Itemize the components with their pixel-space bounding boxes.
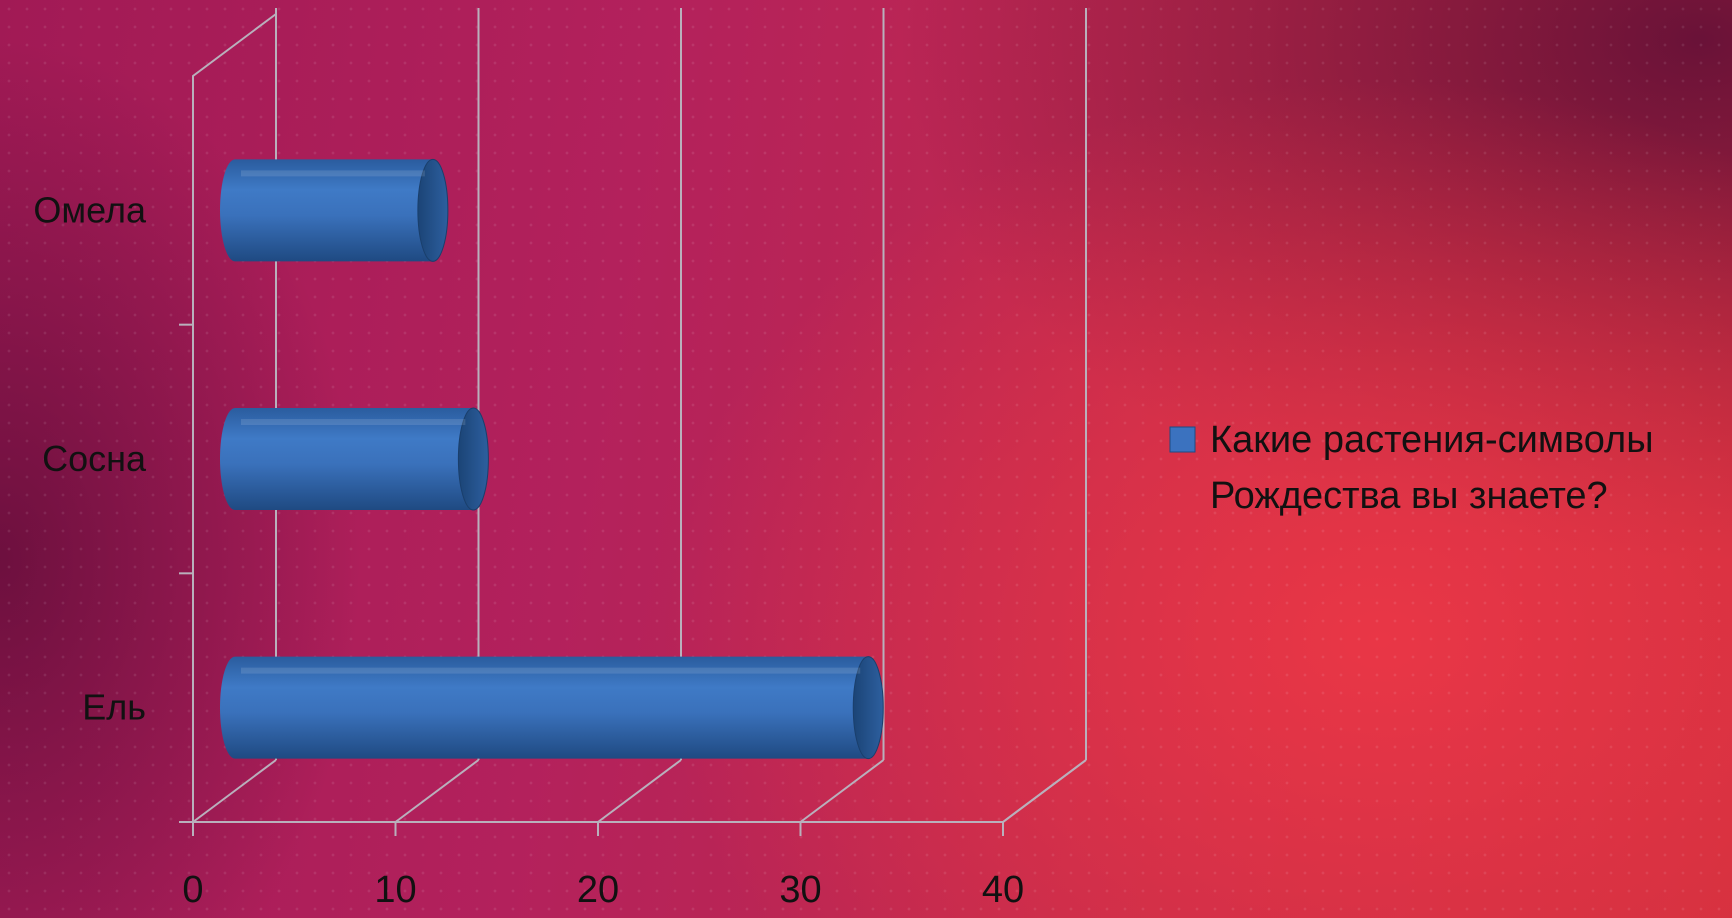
- bar: [220, 656, 884, 760]
- legend: Какие растения-символы Рождества вы знает…: [1169, 419, 1654, 517]
- legend-label: Рождества вы знаете?: [1210, 475, 1608, 517]
- gridlines: [192, 8, 1087, 836]
- bar-body: [220, 408, 489, 510]
- floor-gridline: [597, 759, 682, 823]
- floor-gridline: [394, 759, 480, 823]
- x-tick-label: 20: [577, 869, 619, 911]
- bar: [220, 158, 449, 262]
- category-labels: Ель Сосна Омела: [33, 189, 147, 727]
- bars: [220, 158, 884, 760]
- floor-gridline: [1002, 759, 1087, 823]
- bar-end-cap: [457, 407, 489, 511]
- category-label: Ель: [82, 687, 146, 728]
- x-tick-label: 30: [779, 869, 821, 911]
- floor-gridline: [799, 759, 885, 823]
- category-label: Сосна: [42, 438, 147, 479]
- bar-end-cap: [417, 158, 449, 262]
- category-label: Омела: [33, 189, 147, 230]
- legend-label: Какие растения-символы: [1210, 419, 1654, 461]
- x-tick-label: 40: [982, 869, 1024, 911]
- bar: [220, 407, 489, 511]
- x-tick-labels: 0 10 20 30 40: [182, 869, 1024, 911]
- bar-body: [220, 656, 884, 759]
- bar-end-cap: [852, 656, 884, 760]
- floor-depth-edge: [192, 759, 277, 823]
- bar-body: [220, 159, 448, 262]
- legend-swatch: [1169, 426, 1196, 453]
- x-tick-label: 0: [182, 869, 203, 911]
- x-tick-label: 10: [374, 869, 416, 911]
